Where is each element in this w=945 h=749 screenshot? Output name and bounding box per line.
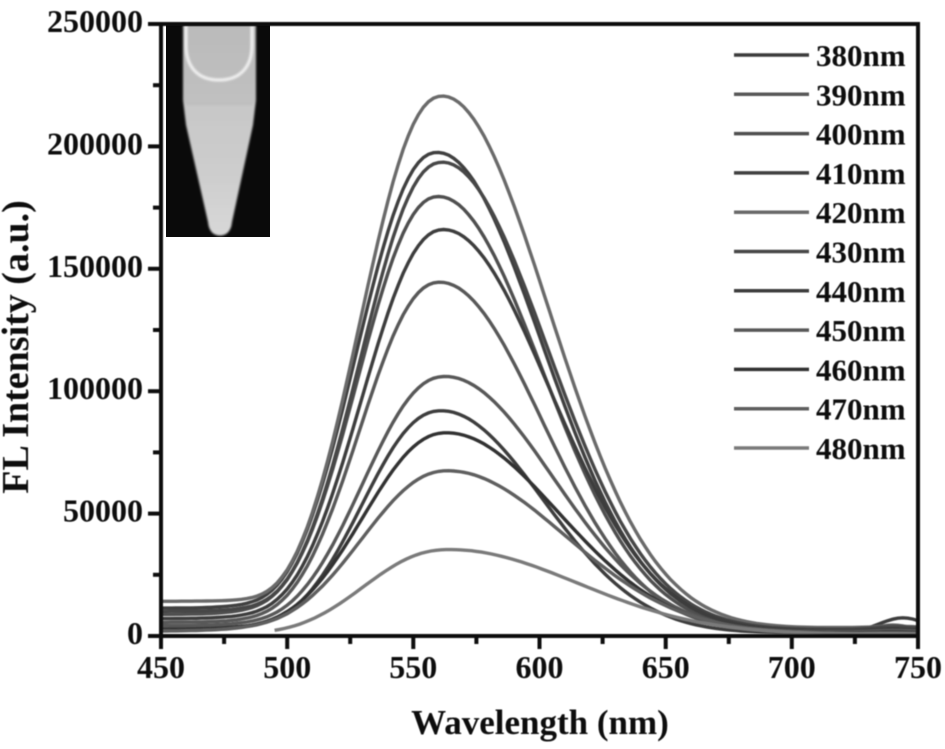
svg-text:480nm: 480nm: [816, 431, 906, 466]
svg-text:460nm: 460nm: [816, 352, 906, 387]
svg-text:650: 650: [642, 649, 690, 685]
svg-text:100000: 100000: [47, 370, 143, 406]
svg-text:420nm: 420nm: [816, 195, 906, 230]
svg-text:150000: 150000: [47, 248, 143, 284]
svg-text:0: 0: [127, 615, 143, 651]
svg-text:500: 500: [263, 649, 311, 685]
svg-text:550: 550: [389, 649, 437, 685]
svg-text:410nm: 410nm: [816, 156, 906, 191]
svg-text:400nm: 400nm: [816, 117, 906, 152]
svg-text:390nm: 390nm: [816, 77, 906, 112]
svg-text:750: 750: [894, 649, 942, 685]
svg-text:380nm: 380nm: [816, 38, 906, 73]
svg-text:440nm: 440nm: [816, 274, 906, 309]
svg-text:430nm: 430nm: [816, 235, 906, 270]
svg-text:700: 700: [768, 649, 816, 685]
svg-text:450: 450: [137, 649, 185, 685]
svg-text:250000: 250000: [47, 3, 143, 39]
svg-text:FL Intensity (a.u.): FL Intensity (a.u.): [0, 200, 37, 493]
svg-text:50000: 50000: [63, 493, 143, 529]
svg-text:450nm: 450nm: [816, 313, 906, 348]
svg-text:470nm: 470nm: [816, 392, 906, 427]
svg-text:Wavelength (nm): Wavelength (nm): [411, 703, 669, 742]
svg-text:200000: 200000: [47, 125, 143, 161]
svg-text:600: 600: [516, 649, 564, 685]
